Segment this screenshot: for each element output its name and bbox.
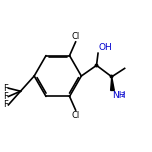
Polygon shape (111, 77, 114, 90)
Text: F: F (3, 84, 8, 93)
Text: F: F (3, 92, 8, 101)
Text: F: F (3, 100, 8, 109)
Text: OH: OH (98, 43, 112, 52)
Text: NH: NH (112, 91, 126, 100)
Text: Cl: Cl (71, 32, 80, 41)
Text: 2: 2 (120, 92, 125, 98)
Text: Cl: Cl (71, 111, 80, 120)
